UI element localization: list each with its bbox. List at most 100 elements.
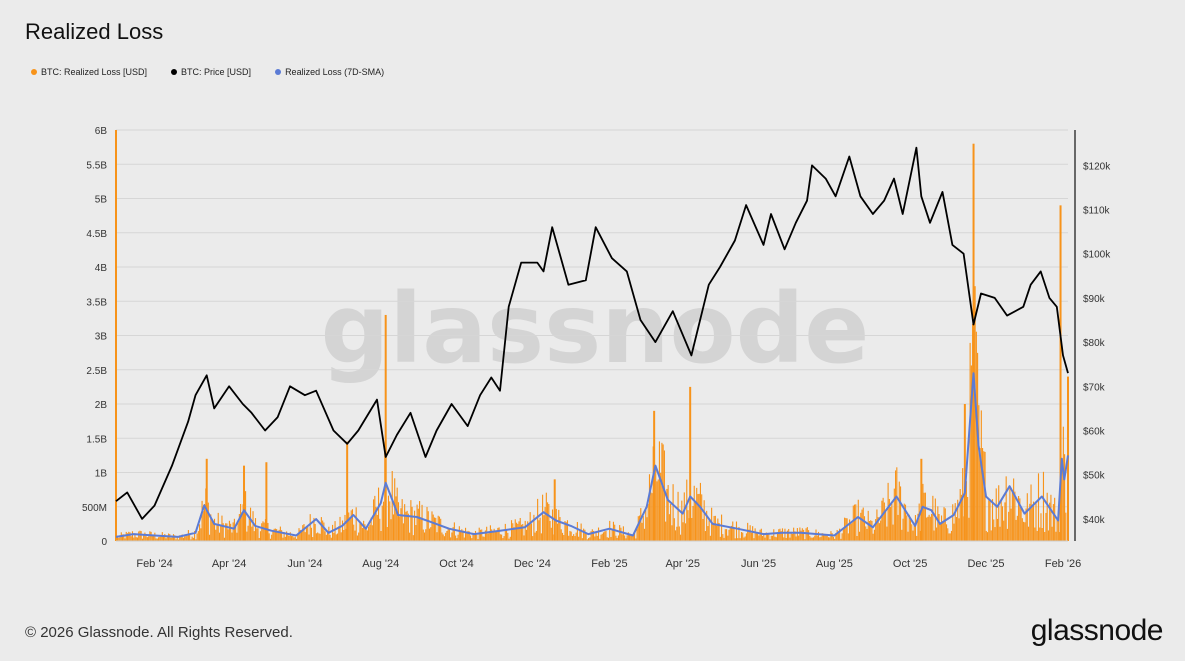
loss-bar	[923, 492, 925, 541]
loss-bar	[754, 528, 756, 541]
loss-bar	[913, 522, 915, 541]
loss-bar	[247, 525, 249, 541]
loss-bar	[158, 537, 160, 541]
loss-bar	[612, 521, 615, 541]
loss-bar	[217, 512, 219, 541]
loss-bar	[1008, 511, 1010, 541]
y-right-tick-label: $110k	[1083, 206, 1111, 217]
loss-bar	[537, 498, 539, 541]
x-tick-label: Aug '25	[816, 558, 853, 570]
loss-bar	[191, 536, 193, 541]
loss-bar	[497, 527, 499, 541]
loss-bar	[771, 535, 774, 541]
loss-bar	[872, 533, 874, 541]
loss-bar	[455, 535, 457, 541]
legend-item-realized-loss[interactable]: BTC: Realized Loss [USD]	[31, 67, 147, 77]
loss-bar	[336, 533, 339, 541]
loss-bar	[119, 535, 121, 541]
loss-bar	[437, 515, 439, 541]
loss-bar	[744, 536, 746, 541]
loss-bar	[609, 520, 611, 541]
loss-bar	[564, 521, 566, 541]
chart-area[interactable]: glassnode 0 500M 1B 1.5B 2B 2.5B 3B 3.5B 4B 4.5B 5…	[0, 0, 1185, 600]
loss-bar	[365, 526, 367, 541]
loss-bar	[415, 525, 417, 541]
loss-bar	[417, 508, 419, 541]
loss-bar	[436, 532, 438, 541]
loss-bar	[390, 519, 392, 541]
loss-bar	[937, 506, 939, 541]
y-left-tick-label: 0	[101, 537, 107, 548]
loss-bar	[523, 535, 525, 541]
loss-bar	[1026, 493, 1028, 541]
loss-bar	[302, 525, 304, 541]
loss-spike-bar	[920, 458, 923, 541]
loss-bar	[692, 505, 694, 541]
loss-bar	[332, 524, 334, 541]
loss-bar	[734, 538, 736, 541]
loss-bar	[978, 405, 980, 541]
loss-bar	[351, 509, 354, 541]
loss-bar	[545, 492, 547, 541]
loss-bar	[253, 531, 255, 541]
loss-bar	[955, 517, 958, 541]
loss-bar	[733, 527, 735, 541]
loss-bar	[960, 494, 962, 541]
legend-item-price[interactable]: BTC: Price [USD]	[171, 67, 251, 77]
loss-bar	[1040, 513, 1042, 541]
loss-bar	[1024, 522, 1026, 541]
loss-bar	[735, 521, 738, 541]
loss-bar	[522, 524, 524, 541]
loss-bar	[922, 483, 924, 541]
x-tick-label: Jun '24	[287, 558, 322, 570]
loss-bar	[236, 532, 238, 541]
loss-bar	[184, 536, 186, 541]
loss-bar	[858, 531, 861, 541]
loss-bar	[773, 529, 775, 541]
loss-bar	[196, 533, 198, 541]
loss-bar	[846, 518, 848, 541]
loss-bar	[131, 531, 134, 541]
loss-bar	[680, 534, 682, 541]
loss-bar	[400, 508, 402, 541]
loss-bar	[1025, 508, 1027, 541]
loss-bar	[570, 531, 572, 541]
loss-bar	[1037, 473, 1040, 541]
loss-bar	[446, 530, 448, 541]
loss-bar	[1045, 512, 1047, 541]
loss-bar	[866, 528, 868, 541]
loss-bar	[893, 488, 895, 541]
loss-bar	[221, 515, 223, 541]
loss-bar	[885, 510, 887, 541]
loss-bar	[451, 532, 453, 541]
loss-bar	[228, 520, 230, 541]
loss-bar	[924, 492, 926, 541]
loss-bar	[387, 495, 390, 541]
loss-bar	[1029, 503, 1031, 541]
loss-bar	[169, 534, 171, 541]
loss-bar	[463, 537, 465, 541]
loss-bar	[170, 537, 172, 541]
legend-item-sma[interactable]: Realized Loss (7D-SMA)	[275, 67, 384, 77]
loss-bar	[908, 514, 910, 541]
loss-bar	[750, 532, 752, 541]
loss-bar	[676, 526, 678, 541]
loss-bar	[722, 534, 724, 541]
loss-bar	[1013, 478, 1015, 541]
loss-bar	[673, 518, 675, 541]
loss-bar	[763, 532, 765, 541]
loss-bar	[568, 535, 570, 541]
loss-bar	[621, 534, 623, 541]
chart-title: Realized Loss	[25, 19, 164, 44]
loss-bar	[524, 520, 526, 541]
loss-bar	[762, 535, 764, 541]
loss-bar	[248, 518, 250, 541]
loss-bar	[382, 501, 385, 541]
loss-bar	[441, 532, 443, 541]
loss-bar	[381, 505, 383, 541]
loss-bar	[416, 504, 418, 541]
loss-bar	[207, 502, 209, 541]
loss-bar	[933, 530, 935, 541]
loss-bar	[148, 536, 150, 541]
axes: 0 500M 1B 1.5B 2B 2.5B 3B 3.5B 4B 4.5B 5B 5.5B 6B $40…	[82, 126, 1111, 570]
